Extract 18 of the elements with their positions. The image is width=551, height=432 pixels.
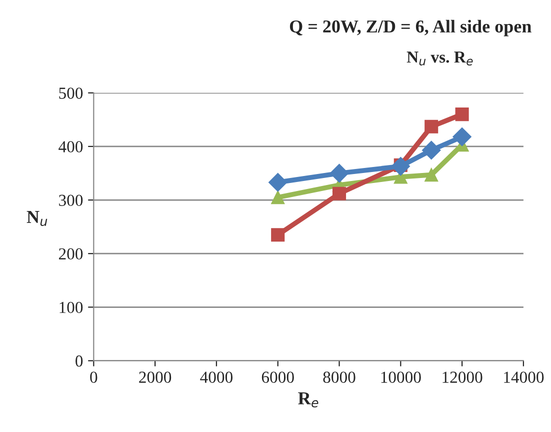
x-tick-label: 14000	[504, 372, 544, 383]
y-tick-label: 0	[76, 355, 83, 367]
x-tick-label: 12000	[442, 372, 482, 383]
chart-subtitle: N$_{u}$ vs. R$_{e}$	[406, 52, 473, 66]
x-tick-label: 10000	[381, 372, 421, 383]
chart-title: Q = 20W, Z/D = 6, All side open	[290, 20, 532, 36]
x-tick-label: 0	[90, 372, 98, 383]
y-tick-label: 100	[60, 302, 83, 314]
y-tick-label: 300	[59, 194, 83, 206]
x-tick-label: 6000	[262, 372, 294, 383]
x-tick-label: 8000	[323, 372, 356, 383]
x-axis-title: R$_{e}$	[298, 392, 318, 408]
x-tick-label: 4000	[200, 372, 232, 383]
x-tick-label: 2000	[139, 372, 172, 383]
y-axis-title: N$_{u}$	[26, 211, 48, 226]
y-tick-label: 400	[58, 141, 83, 152]
y-tick-label: 200	[58, 248, 83, 260]
y-tick-label: 500	[59, 88, 83, 99]
